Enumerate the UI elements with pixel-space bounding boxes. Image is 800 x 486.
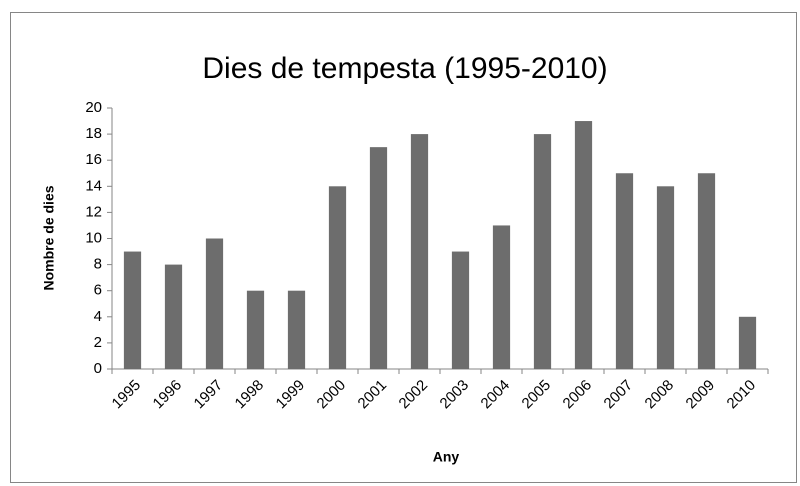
y-tick-label: 2: [94, 334, 102, 351]
y-tick-label: 8: [94, 256, 102, 273]
y-tick-label: 16: [85, 151, 102, 168]
bar: [287, 290, 306, 369]
y-tick-label: 18: [85, 125, 102, 142]
x-axis-label: Any: [433, 449, 460, 465]
bar: [328, 186, 347, 369]
bar: [246, 290, 265, 369]
bar: [164, 264, 183, 369]
bar: [451, 251, 470, 369]
bar: [615, 173, 634, 369]
bar: [574, 121, 593, 369]
bar: [369, 147, 388, 369]
bar: [205, 238, 224, 369]
y-tick-label: 6: [94, 282, 102, 299]
bar: [410, 134, 429, 369]
bar: [492, 225, 511, 369]
bar: [533, 134, 552, 369]
chart-title: Dies de tempesta (1995-2010): [202, 52, 607, 85]
y-tick-label: 12: [85, 203, 102, 220]
y-tick-label: 10: [85, 229, 102, 246]
y-tick-label: 4: [94, 308, 102, 325]
y-tick-label: 14: [85, 177, 102, 194]
bar: [738, 316, 757, 369]
bar: [123, 251, 142, 369]
y-axis-label: Nombre de dies: [41, 185, 57, 290]
bar: [697, 173, 716, 369]
bar: [656, 186, 675, 369]
y-tick-label: 20: [85, 99, 102, 116]
y-tick-label: 0: [94, 360, 102, 377]
